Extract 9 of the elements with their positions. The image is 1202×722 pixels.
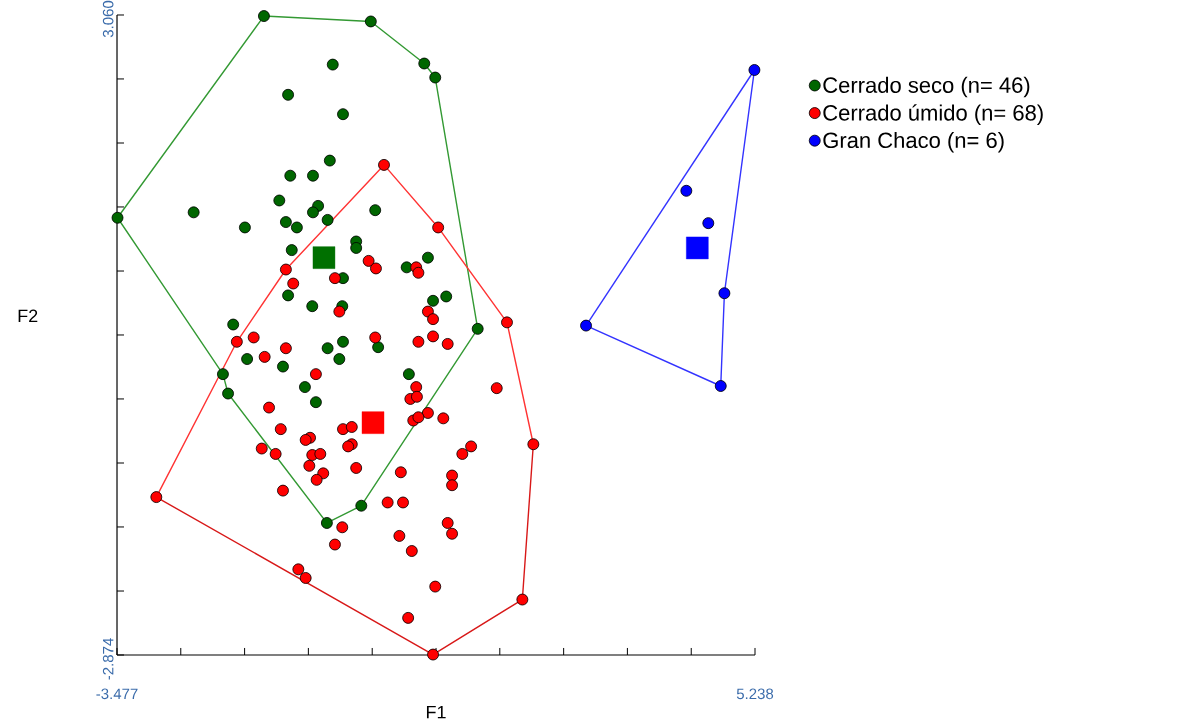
y-tick-label: 3.060: [102, 0, 114, 38]
y-tick-label: -2.874: [102, 638, 114, 680]
x-axis-title: F1: [426, 705, 446, 719]
legend-label: Cerrado úmido (n= 68): [823, 104, 1043, 125]
legend-label: Gran Chaco (n= 6): [823, 131, 1004, 153]
x-tick-label: 5.238: [736, 688, 774, 700]
x-tick-label: -3.477: [96, 688, 138, 700]
y-axis-title: F2: [18, 309, 38, 323]
legend-label: Cerrado seco (n= 46): [823, 76, 1030, 98]
